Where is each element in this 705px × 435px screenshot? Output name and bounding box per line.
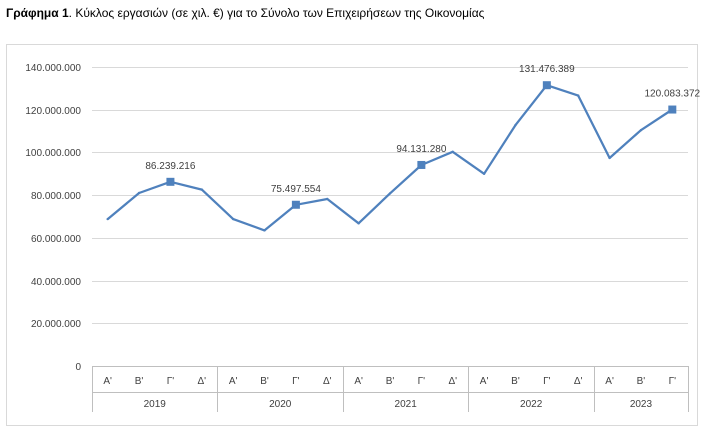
data-label: 120.083.372: [645, 89, 701, 100]
caption-text: . Κύκλος εργασιών (σε χιλ. €) για το Σύν…: [68, 6, 485, 20]
data-label: 75.497.554: [271, 184, 321, 195]
data-point: [357, 222, 360, 225]
x-tick-label: Α': [103, 376, 112, 387]
x-tick-label: Γ': [292, 376, 300, 387]
x-tick-label: Δ': [448, 376, 457, 387]
y-tick-label: 60.000.000: [31, 234, 81, 245]
data-point: [326, 197, 329, 201]
y-tick-label: 20.000.000: [31, 319, 81, 330]
data-point: [639, 129, 643, 132]
data-label: 86.239.216: [145, 161, 195, 172]
data-marker: [166, 177, 175, 186]
data-point: [137, 191, 141, 195]
data-point: [608, 156, 611, 160]
x-tick-label: Γ': [669, 376, 677, 387]
y-tick-label: 120.000.000: [25, 106, 81, 117]
data-marker: [542, 81, 551, 90]
y-tick-label: 40.000.000: [31, 277, 81, 288]
data-marker: [668, 105, 677, 114]
data-point: [577, 94, 580, 97]
data-label: 131.476.389: [519, 64, 575, 75]
y-tick-label: 80.000.000: [31, 191, 81, 202]
data-point: [388, 192, 392, 195]
year-label: 2021: [395, 399, 418, 410]
data-point: [231, 217, 235, 221]
x-tick-label: Α': [480, 376, 489, 387]
y-tick-label: 100.000.000: [25, 148, 81, 159]
chart-caption: Γράφημα 1. Κύκλος εργασιών (σε χιλ. €) γ…: [6, 6, 484, 20]
data-point: [200, 188, 203, 191]
data-marker: [417, 160, 426, 169]
x-tick-label: Γ': [418, 376, 426, 387]
x-tick-label: Α': [229, 376, 238, 387]
caption-label: Γράφημα 1: [6, 6, 69, 20]
x-tick-label: Δ': [323, 376, 332, 387]
x-tick-label: Β': [260, 376, 269, 387]
data-point: [482, 172, 486, 175]
x-tick-label: Β': [511, 376, 520, 387]
year-label: 2020: [269, 399, 292, 410]
data-point: [263, 229, 266, 232]
x-tick-label: Δ': [574, 376, 583, 387]
data-point: [451, 150, 454, 153]
x-tick-label: Β': [386, 376, 395, 387]
x-tick-label: Β': [135, 376, 144, 387]
year-label: 2023: [630, 399, 653, 410]
data-point: [514, 123, 517, 127]
turnover-series-line: [106, 84, 673, 232]
x-tick-label: Γ': [167, 376, 175, 387]
data-point: [106, 217, 109, 221]
x-tick-label: Α': [605, 376, 614, 387]
chart-border: [6, 44, 698, 426]
year-label: 2022: [520, 399, 543, 410]
x-tick-label: Δ': [197, 376, 206, 387]
x-tick-label: Γ': [543, 376, 551, 387]
year-label: 2019: [144, 399, 167, 410]
x-tick-label: Α': [354, 376, 363, 387]
data-marker: [291, 200, 300, 209]
y-tick-label: 140.000.000: [25, 63, 81, 74]
x-tick-label: Β': [637, 376, 646, 387]
y-tick-label: 0: [75, 362, 81, 373]
data-label: 94.131.280: [396, 144, 446, 155]
